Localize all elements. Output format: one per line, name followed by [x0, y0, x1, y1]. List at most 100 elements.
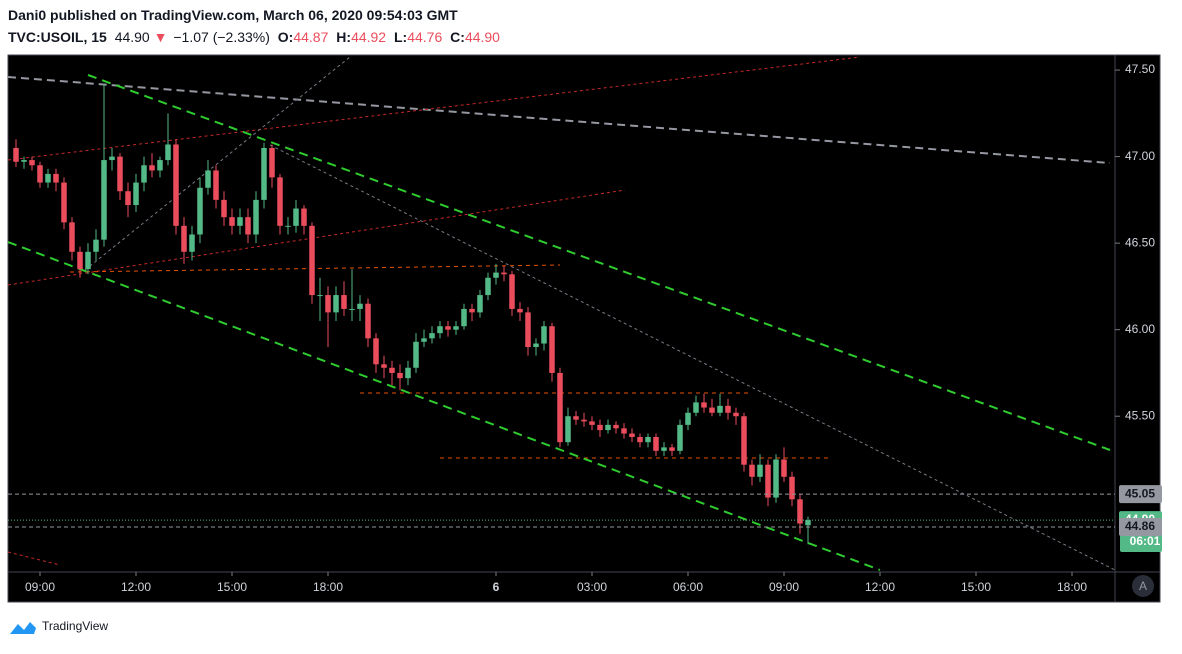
candle-body — [485, 277, 491, 296]
y-tick-label: 47.00 — [1125, 149, 1155, 163]
ohlc-key: L: — [394, 29, 407, 45]
candle-body — [245, 217, 251, 235]
candle-body — [429, 333, 435, 339]
price-badge — [1119, 517, 1162, 536]
ohlc-value: 44.92 — [351, 29, 386, 45]
candle-body — [437, 326, 443, 334]
candle-body — [565, 416, 571, 443]
candle-body — [413, 341, 419, 368]
candle-body — [677, 424, 683, 451]
candle-body — [229, 217, 235, 226]
candle-body — [77, 251, 83, 270]
candle-body — [205, 170, 211, 188]
y-tick-label: 45.50 — [1125, 408, 1155, 422]
trendline — [8, 189, 626, 286]
candle-body — [685, 412, 691, 425]
x-tick-label: 6 — [493, 580, 500, 594]
candle-body — [317, 295, 323, 297]
candle-body — [525, 312, 531, 347]
candle-body — [749, 464, 755, 477]
candle-body — [549, 326, 555, 373]
candles — [13, 83, 811, 545]
candle-body — [45, 173, 51, 183]
countdown: 06:01 — [1130, 534, 1161, 548]
auto-scale-button[interactable] — [1132, 575, 1154, 597]
candle-body — [397, 372, 403, 379]
ohlc-key: O: — [278, 29, 294, 45]
candle-body — [237, 217, 243, 226]
candle-body — [181, 225, 187, 252]
candle-body — [717, 405, 723, 413]
candle-body — [61, 182, 67, 223]
candle-body — [573, 416, 579, 420]
ohlc-value: 44.87 — [293, 29, 328, 45]
candle-body — [101, 160, 107, 240]
candle-body — [477, 295, 483, 313]
candle-body — [125, 191, 131, 206]
y-tick-label: 46.00 — [1125, 322, 1155, 336]
ohlc-value: 44.90 — [465, 29, 500, 45]
change-arrow: ▼ — [154, 29, 168, 45]
candle-body — [597, 424, 603, 431]
candle-body — [309, 225, 315, 296]
candle-body — [157, 160, 163, 171]
candle-body — [341, 295, 347, 309]
candle-body — [765, 464, 771, 498]
candle-body — [109, 156, 115, 161]
candle-body — [557, 372, 563, 443]
candle-body — [213, 170, 219, 200]
change: −1.07 (−2.33%) — [173, 29, 270, 45]
candle-body — [669, 447, 675, 451]
candle-body — [605, 424, 611, 431]
publish-text: Dani0 published on TradingView.com, Marc… — [8, 7, 458, 23]
candle-body — [389, 367, 395, 373]
candle-body — [253, 199, 259, 235]
candle-body — [757, 464, 763, 477]
candle-body — [445, 326, 451, 330]
candle-body — [293, 208, 299, 226]
candle-body — [789, 476, 795, 500]
candle-body — [141, 165, 147, 183]
level-line — [69, 264, 561, 273]
candle-body — [69, 222, 75, 252]
x-tick-label: 09:00 — [25, 580, 55, 594]
candle-body — [349, 308, 355, 310]
y-tick-label: 47.50 — [1125, 62, 1155, 76]
drawings — [8, 56, 1115, 571]
candle-body — [277, 177, 283, 226]
candle-body — [589, 421, 595, 425]
candle-body — [325, 295, 331, 313]
candle-body — [613, 424, 619, 429]
x-tick-label: 18:00 — [1057, 580, 1087, 594]
candle-body — [29, 160, 35, 166]
candle-body — [501, 272, 507, 275]
candle-body — [221, 199, 227, 218]
candle-body — [517, 308, 523, 313]
candle-body — [261, 147, 267, 200]
x-tick-label: 03:00 — [577, 580, 607, 594]
x-tick-label: 18:00 — [313, 580, 343, 594]
candle-body — [37, 165, 43, 183]
candle-body — [621, 428, 627, 434]
candle-body — [805, 520, 811, 526]
publish-info: Dani0 published on TradingView.com, Marc… — [8, 7, 458, 23]
candle-body — [93, 239, 99, 252]
brand: TradingView — [42, 619, 108, 633]
x-tick-label: 15:00 — [217, 580, 247, 594]
trendline — [8, 56, 861, 161]
candle-body — [533, 343, 539, 347]
auto-scale-label[interactable]: A — [1139, 579, 1147, 593]
candle-body — [661, 447, 667, 451]
candle-body — [797, 499, 803, 524]
trendline — [84, 56, 351, 271]
candle-body — [701, 402, 707, 408]
candle-body — [373, 338, 379, 365]
x-tick-label: 12:00 — [121, 580, 151, 594]
candle-body — [149, 165, 155, 171]
candle-body — [301, 208, 307, 226]
candle-body — [365, 303, 371, 339]
candle-body — [165, 144, 171, 161]
candle-body — [693, 402, 699, 413]
candle-body — [493, 272, 499, 278]
